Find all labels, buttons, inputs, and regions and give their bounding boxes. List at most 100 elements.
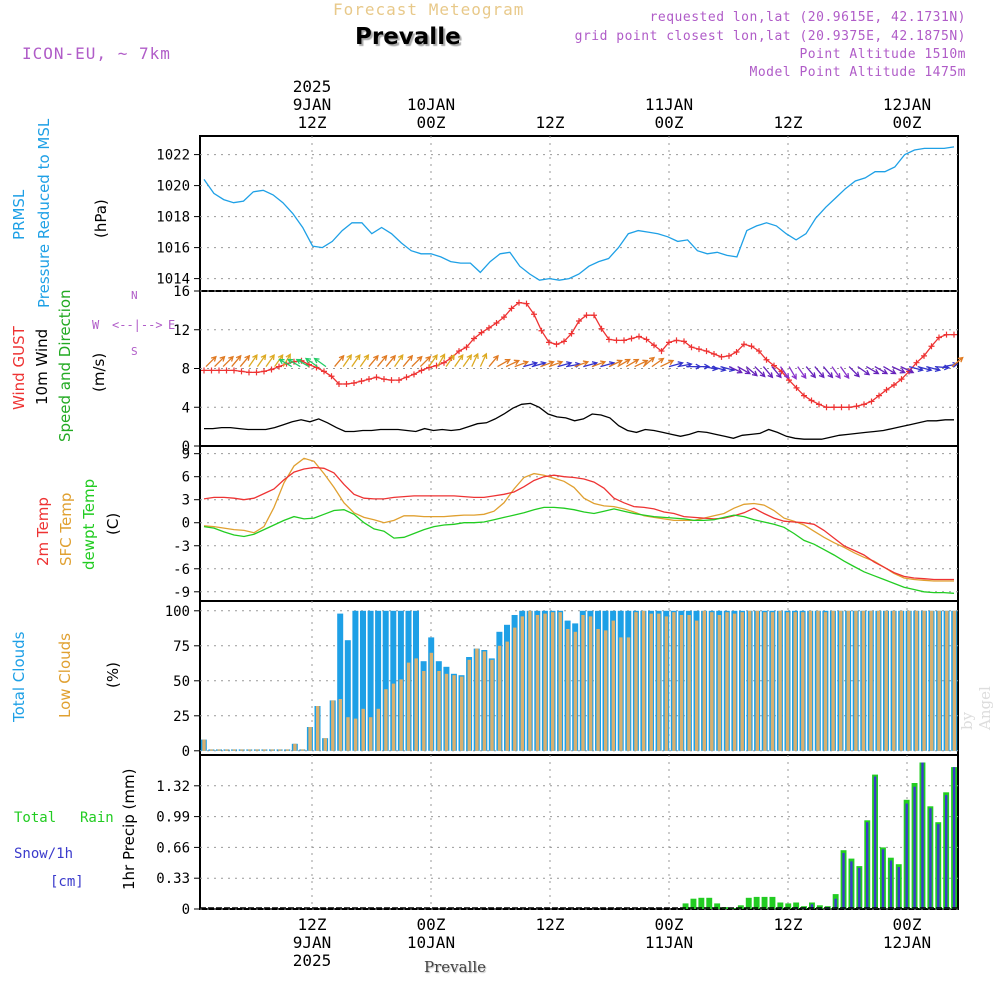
low-cloud-bar-10 [278, 749, 282, 751]
ytick-temperature-6: 9 [182, 447, 190, 463]
wind-direction-arrow-69 [797, 366, 807, 380]
wind-direction-arrow-81 [900, 366, 915, 374]
snow-bar-92 [929, 808, 932, 909]
wind-direction-arrow-23 [402, 354, 414, 368]
gust-marker-41 [508, 305, 515, 312]
low-cloud-bar-79 [801, 612, 805, 751]
wind-direction-arrow-16 [342, 354, 352, 367]
gust-marker-53 [598, 325, 605, 332]
wind-direction-arrow-41 [557, 361, 573, 368]
wind-direction-arrow-43 [574, 360, 590, 368]
top-axis-time-5: 00Z [893, 113, 922, 132]
footer-location: Prevalle [424, 958, 487, 976]
total-cloud-bar-18 [337, 613, 344, 751]
low-cloud-bar-76 [778, 610, 782, 751]
gust-marker-61 [658, 348, 665, 355]
wind-direction-arrow-64 [754, 366, 766, 378]
ytick-precip-0: 0 [182, 902, 190, 918]
rain-bar-65 [714, 903, 721, 909]
low-cloud-bar-84 [839, 610, 843, 751]
gust-marker-6 [246, 369, 252, 376]
low-cloud-bar-20 [353, 718, 358, 751]
ytick-temperature-4: 3 [182, 493, 190, 509]
low-cloud-bar-60 [657, 613, 661, 751]
precip-rain-label: Rain [80, 810, 114, 826]
low-cloud-bar-89 [876, 610, 881, 751]
wind-direction-arrow-45 [591, 360, 607, 368]
wind-direction-arrow-76 [857, 366, 871, 376]
gust-marker-24 [381, 376, 387, 383]
low-cloud-bar-31 [437, 671, 441, 751]
low-cloud-bar-47 [558, 612, 562, 751]
low-cloud-bar-19 [346, 717, 350, 751]
series-line-sfc-temp [203, 457, 954, 582]
wind-direction-arrow-26 [428, 353, 438, 367]
gust-marker-67 [703, 348, 710, 355]
gust-marker-65 [688, 344, 695, 351]
snow-bar-95 [952, 767, 956, 909]
low-cloud-bar-75 [770, 612, 775, 751]
low-cloud-bar-53 [604, 630, 608, 751]
low-cloud-bar-59 [649, 613, 653, 751]
gust-marker-0 [201, 367, 207, 374]
rain-bar-69 [745, 897, 752, 909]
gust-marker-49 [568, 330, 575, 337]
low-cloud-bar-80 [808, 610, 813, 751]
gust-marker-2 [216, 367, 222, 374]
top-axis-time-3: 00Z [655, 113, 684, 132]
gust-marker-96 [921, 352, 927, 359]
wind-direction-arrow-67 [779, 366, 790, 380]
gust-marker-72 [741, 341, 747, 348]
gust-marker-54 [606, 336, 612, 343]
gust-marker-88 [861, 401, 867, 408]
wind-direction-arrow-79 [883, 366, 897, 375]
low-cloud-bar-61 [664, 616, 669, 751]
low-cloud-bar-1 [209, 749, 214, 751]
wind-direction-arrow-24 [411, 355, 423, 368]
low-cloud-bar-45 [543, 613, 547, 751]
gust-marker-14 [306, 361, 312, 368]
low-cloud-bar-98 [945, 610, 949, 751]
top-axis-time-4: 12Z [774, 113, 803, 132]
wind-direction-arrow-17 [351, 353, 361, 367]
series-line-2m-temp [203, 466, 954, 581]
wind-direction-arrow-73 [831, 366, 841, 380]
low-cloud-bar-2 [217, 749, 221, 751]
gust-marker-55 [613, 337, 620, 344]
wind-direction-arrow-9 [282, 353, 291, 367]
wind-direction-arrow-61 [728, 366, 743, 374]
gust-marker-76 [771, 362, 777, 369]
low-cloud-bar-85 [846, 610, 850, 751]
series-line-wind [204, 402, 954, 440]
ytick-temperature-3: 0 [182, 516, 190, 532]
gust-marker-18 [336, 381, 342, 387]
snow-bar-93 [937, 824, 940, 909]
ytick-precip-3: 0.99 [156, 810, 190, 826]
gust-marker-26 [396, 377, 402, 384]
ytick-pressure-4: 1022 [156, 148, 190, 164]
gust-marker-43 [523, 300, 530, 307]
grid-point-coords: grid point closest lon,lat (20.9375E, 42… [574, 29, 966, 44]
low-cloud-bar-26 [399, 679, 403, 751]
low-cloud-bar-40 [505, 641, 509, 751]
wind-direction-arrow-49 [625, 358, 640, 368]
gust-marker-27 [403, 374, 410, 381]
wind-direction-arrow-52 [651, 357, 665, 368]
ytick-wind-0: 0 [182, 439, 190, 455]
wind-direction-arrow-31 [471, 352, 479, 367]
gust-marker-47 [553, 341, 560, 348]
low-cloud-bar-50 [581, 615, 585, 751]
rain-bar-73 [777, 902, 784, 909]
low-cloud-bar-63 [679, 615, 684, 751]
snow-bar-86 [881, 849, 885, 909]
panel-frame-pressure [199, 135, 959, 292]
wind-direction-arrow-65 [762, 366, 774, 379]
wind-direction-arrow-8 [274, 354, 284, 367]
rain-bar-71 [761, 896, 768, 909]
low-cloud-bar-73 [755, 610, 759, 751]
snow-bar-94 [945, 795, 948, 909]
snow-bar-84 [866, 822, 869, 909]
total-cloud-bar-19 [344, 640, 351, 751]
low-cloud-bar-91 [892, 610, 896, 751]
wind-direction-arrow-51 [642, 356, 656, 368]
